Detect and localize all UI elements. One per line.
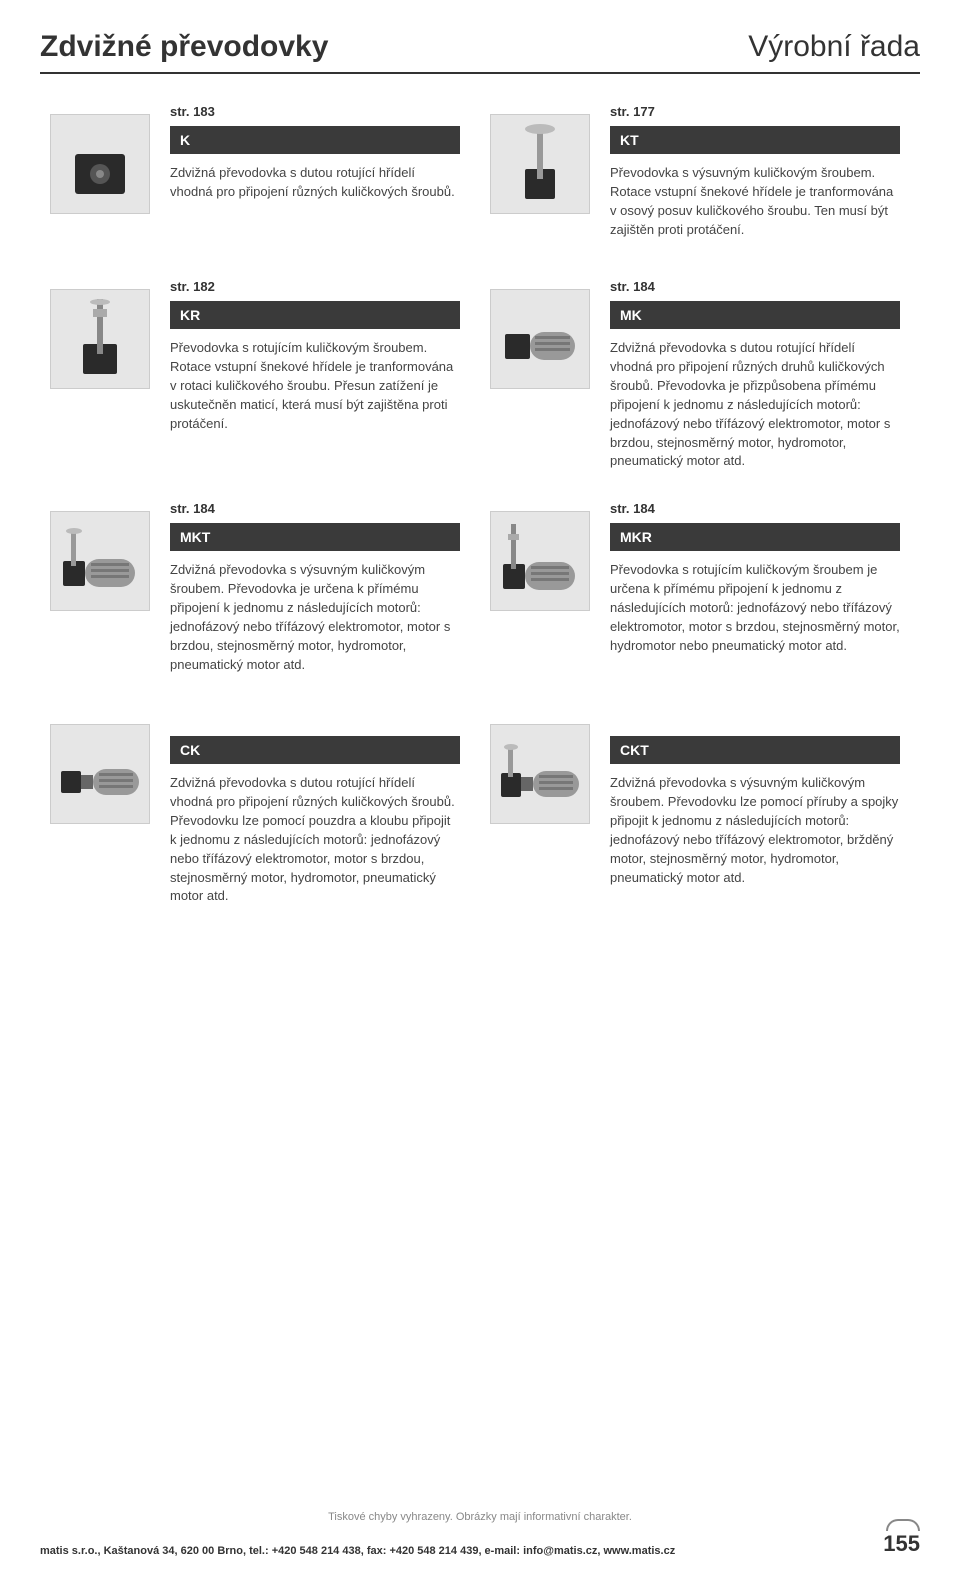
page-reference: str. 182 [170, 279, 460, 295]
product-code: K [170, 126, 460, 154]
product-code: MK [610, 301, 900, 329]
product-code: CK [170, 736, 460, 764]
gearbox-hollow-icon [50, 114, 150, 214]
page-reference: str. 177 [610, 104, 900, 120]
product-image-MKT [40, 501, 160, 674]
product-block-CK: CK Zdvižná převodovka s dutou rotující h… [160, 714, 480, 906]
product-code: CKT [610, 736, 900, 764]
catalog-page: Zdvižné převodovky Výrobní řada str. 183… [0, 0, 960, 1577]
product-description: Zdvižná převodovka s výsuvným kuličkovým… [610, 774, 900, 887]
product-image-K [40, 104, 160, 239]
page-reference: str. 184 [610, 279, 900, 295]
page-reference: str. 184 [170, 501, 460, 517]
product-block-KT: str. 177 KT Převodovka s výsuvným kuličk… [600, 104, 920, 239]
product-grid: CK Zdvižná převodovka s dutou rotující h… [40, 714, 920, 906]
product-code: KR [170, 301, 460, 329]
product-description: Zdvižná převodovka s dutou rotující hříd… [170, 774, 460, 906]
product-grid: str. 183 K Zdvižná převodovka s dutou ro… [40, 104, 920, 239]
product-image-KT [480, 104, 600, 239]
product-description: Zdvižná převodovka s výsuvným kuličkovým… [170, 561, 460, 674]
gearbox-screw-icon [490, 114, 590, 214]
page-reference: str. 183 [170, 104, 460, 120]
product-block-K: str. 183 K Zdvižná převodovka s dutou ro… [160, 104, 480, 239]
gearbox-motor-screw-icon [50, 511, 150, 611]
product-image-CK [40, 714, 160, 906]
product-code: KT [610, 126, 900, 154]
product-description: Zdvižná převodovka s dutou rotující hříd… [610, 339, 900, 471]
product-image-MKR [480, 501, 600, 674]
page-reference: str. 184 [610, 501, 900, 517]
product-image-MK [480, 279, 600, 471]
product-code: MKT [170, 523, 460, 551]
gearbox-motor-icon [490, 289, 590, 389]
product-block-CKT: CKT Zdvižná převodovka s výsuvným kuličk… [600, 714, 920, 906]
footer-contact: matis s.r.o., Kaštanová 34, 620 00 Brno,… [40, 1545, 675, 1557]
product-code: MKR [610, 523, 900, 551]
gearbox-coupling-screw-icon [490, 724, 590, 824]
header-title-left: Zdvižné převodovky [40, 30, 328, 64]
footer-disclaimer: Tiskové chyby vyhrazeny. Obrázky mají in… [40, 1511, 920, 1523]
gearbox-rotating-icon [50, 289, 150, 389]
product-description: Převodovka s rotujícím kuličkovým šroube… [170, 339, 460, 433]
page-footer: Tiskové chyby vyhrazeny. Obrázky mají in… [40, 1511, 920, 1557]
product-block-MKT: str. 184 MKT Zdvižná převodovka s výsuvn… [160, 501, 480, 674]
footer-bar: matis s.r.o., Kaštanová 34, 620 00 Brno,… [40, 1531, 920, 1557]
product-block-MKR: str. 184 MKR Převodovka s rotujícím kuli… [600, 501, 920, 674]
product-image-KR [40, 279, 160, 471]
gearbox-motor-rotating-icon [490, 511, 590, 611]
gearbox-coupling-icon [50, 724, 150, 824]
product-image-CKT [480, 714, 600, 906]
page-reference [170, 714, 460, 730]
product-description: Zdvižná převodovka s dutou rotující hříd… [170, 164, 460, 202]
page-number: 155 [883, 1531, 920, 1557]
page-reference [610, 714, 900, 730]
page-header: Zdvižné převodovky Výrobní řada [40, 30, 920, 74]
product-block-KR: str. 182 KR Převodovka s rotujícím kulič… [160, 279, 480, 471]
product-grid: str. 182 KR Převodovka s rotujícím kulič… [40, 279, 920, 674]
product-description: Převodovka s rotujícím kuličkovým šroube… [610, 561, 900, 655]
header-title-right: Výrobní řada [748, 30, 920, 64]
product-description: Převodovka s výsuvným kuličkovým šroubem… [610, 164, 900, 239]
product-block-MK: str. 184 MK Zdvižná převodovka s dutou r… [600, 279, 920, 471]
